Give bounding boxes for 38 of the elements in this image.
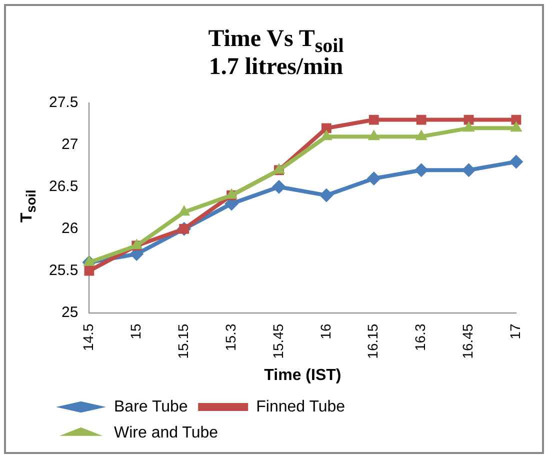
x-tick-label: 17 <box>507 324 524 340</box>
y-tick-label: 26.5 <box>48 178 78 196</box>
point <box>319 188 334 202</box>
chart-subtitle: 1.7 litres/min <box>208 54 344 81</box>
x-tick-label: 15.45 <box>270 324 286 359</box>
point <box>416 114 426 125</box>
x-tick-label: 16.3 <box>412 324 428 352</box>
y-tick-label: 25 <box>62 304 78 321</box>
point <box>178 205 190 216</box>
x-tick-label: 16.15 <box>364 324 381 359</box>
x-tick-label: 16 <box>317 324 334 340</box>
chart-title: Time Vs T$_{soil}$ <box>208 26 344 57</box>
point <box>414 163 428 178</box>
point <box>509 154 524 169</box>
y-tick-label: 27.5 <box>48 94 78 112</box>
legend-label: Finned Tube <box>256 398 346 416</box>
point <box>415 130 428 140</box>
legend-label: Bare Tube <box>114 398 188 416</box>
point <box>462 121 475 132</box>
point <box>366 172 381 186</box>
point <box>368 130 380 140</box>
x-tick-label: 14.5 <box>80 324 96 352</box>
x-tick-label: 15.3 <box>222 324 238 352</box>
x-tick-label: 15.15 <box>174 324 191 359</box>
point <box>368 114 379 125</box>
x-tick-label: 15 <box>128 324 144 340</box>
point <box>272 180 286 194</box>
legend-label: Wire and Tube <box>114 424 218 442</box>
point <box>84 266 94 276</box>
point <box>510 121 522 132</box>
point <box>462 163 476 178</box>
x-tick-label: 16.45 <box>460 324 476 359</box>
point <box>321 123 332 134</box>
x-axis-title: Time (IST) <box>264 366 342 384</box>
y-tick-label: 26 <box>62 220 78 237</box>
y-tick-label: 27 <box>62 136 78 154</box>
y-tick-label: 25.5 <box>48 262 78 279</box>
point <box>320 130 332 140</box>
